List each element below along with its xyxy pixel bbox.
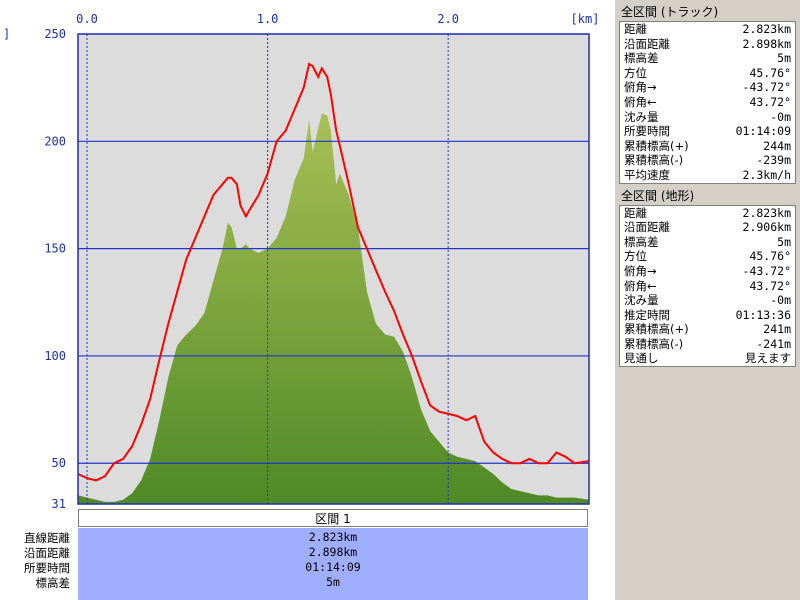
stat-label: 標高差 <box>624 51 659 66</box>
stat-row: 標高差 5m <box>620 51 795 66</box>
y-tick-label: 50 <box>52 456 66 470</box>
stat-label: 累積標高(+) <box>624 322 689 337</box>
stat-row: 俯角→ -43.72° <box>620 264 795 279</box>
stat-row: 沈み量 -0m <box>620 110 795 125</box>
stat-value: -0m <box>770 109 791 124</box>
segment-value-straight-distance: 2.823km <box>308 530 358 544</box>
chart-svg: 0.0 1.0 2.0 250 200 150 100 50 31 [km]] <box>3 12 600 508</box>
stat-label: 沈み量 <box>624 109 659 124</box>
stat-value: 2.906km <box>742 220 791 235</box>
stats-sidebar: 全区間 (トラック) 距離 2.823km 沿面距離 2.898km 標高差 5m 方… <box>615 0 800 600</box>
stat-value: 2.823km <box>742 22 791 36</box>
stat-value: 5m <box>777 51 791 66</box>
stat-row: 方位 45.76° <box>620 249 795 264</box>
stat-value: 見えます <box>745 351 791 366</box>
stat-value: -241m <box>756 336 791 351</box>
segment-title[interactable]: 区間 1 <box>78 509 588 527</box>
stat-value: 43.72° <box>749 278 791 293</box>
x-tick-label: 1.0 <box>257 12 279 26</box>
track-stats-table: 距離 2.823km 沿面距離 2.898km 標高差 5m 方位 45.76° 俯角→… <box>619 21 796 184</box>
y-tick-label: 250 <box>44 27 66 41</box>
segment-label-surface-distance: 沿面距離 <box>24 546 70 560</box>
stat-row: 方位 45.76° <box>620 66 795 81</box>
stat-value: -239m <box>756 153 791 168</box>
stat-label: 沈み量 <box>624 293 659 308</box>
stat-value: 01:14:09 <box>735 124 791 139</box>
stat-label: 沿面距離 <box>624 36 670 51</box>
stat-value: -43.72° <box>742 80 791 95</box>
stat-label: 平均速度 <box>624 167 670 182</box>
stat-label: 累積標高(-) <box>624 153 684 168</box>
stat-value: 2.898km <box>742 36 791 51</box>
left-edge-label: ] <box>3 27 10 41</box>
stat-label: 沿面距離 <box>624 220 670 235</box>
stat-label: 俯角→ <box>624 80 657 95</box>
track-elevation-line <box>77 62 590 482</box>
terrain-stats-table: 距離 2.823km 沿面距離 2.906km 標高差 5m 方位 45.76° 俯角→… <box>619 204 796 368</box>
stat-label: 方位 <box>624 65 647 80</box>
stat-value: -0m <box>770 293 791 308</box>
segment-value-elevation-diff: 5m <box>326 575 340 589</box>
plot-frame <box>77 33 590 505</box>
stat-row: 距離 2.823km <box>620 206 795 221</box>
stat-label: 距離 <box>624 205 647 220</box>
stat-row: 標高差 5m <box>620 235 795 250</box>
y-tick-label: 150 <box>44 242 66 256</box>
stat-row: 沿面距離 2.906km <box>620 220 795 235</box>
x-tick-label: 0.0 <box>76 12 98 26</box>
stat-row: 平均速度 2.3km/h <box>620 168 795 183</box>
stat-row: 累積標高(+) 244m <box>620 139 795 154</box>
stat-row: 沿面距離 2.898km <box>620 37 795 52</box>
track-section-title: 全区間 (トラック) <box>621 5 719 19</box>
stat-row: 累積標高(-) -239m <box>620 153 795 168</box>
stat-value: 43.72° <box>749 94 791 109</box>
stat-label: 距離 <box>624 22 647 36</box>
stat-row: 沈み量 -0m <box>620 293 795 308</box>
x-unit-label: [km] <box>571 12 600 26</box>
segment-value-surface-distance: 2.898km <box>308 545 358 559</box>
stat-label: 見通し <box>624 351 659 366</box>
stat-row: 所要時間 01:14:09 <box>620 124 795 139</box>
stat-row: 見通し 見えます <box>620 351 795 366</box>
stat-row: 俯角→ -43.72° <box>620 80 795 95</box>
stat-label: 方位 <box>624 249 647 264</box>
segment-values: 2.823km 2.898km 01:14:09 5m <box>78 528 588 600</box>
stat-row: 俯角← 43.72° <box>620 95 795 110</box>
stat-label: 累積標高(+) <box>624 138 689 153</box>
stat-row: 距離 2.823km <box>620 22 795 37</box>
stat-label: 累積標高(-) <box>624 336 684 351</box>
stat-row: 俯角← 43.72° <box>620 279 795 294</box>
segment-value-time: 01:14:09 <box>305 560 361 574</box>
stat-row: 累積標高(+) 241m <box>620 322 795 337</box>
x-tick-label: 2.0 <box>437 12 459 26</box>
stat-row: 累積標高(-) -241m <box>620 337 795 352</box>
segment-label-straight-distance: 直線距離 <box>24 531 70 545</box>
stat-value: 01:13:36 <box>735 307 791 322</box>
stat-label: 標高差 <box>624 234 659 249</box>
segment-labels: 直線距離 沿面距離 所要時間 標高差 <box>0 508 78 600</box>
y-tick-label: 31 <box>52 497 66 508</box>
y-tick-label: 100 <box>44 349 66 363</box>
stat-label: 推定時間 <box>624 307 670 322</box>
segment-label-elevation-diff: 標高差 <box>35 576 71 590</box>
terrain-area <box>78 113 589 505</box>
stat-label: 俯角← <box>624 94 657 109</box>
terrain-section-title: 全区間 (地形) <box>621 188 695 203</box>
stat-value: -43.72° <box>742 263 791 278</box>
y-tick-label: 200 <box>44 134 66 148</box>
stat-label: 俯角→ <box>624 263 657 278</box>
stat-label: 俯角← <box>624 278 657 293</box>
segment-panel: 直線距離 沿面距離 所要時間 標高差 区間 1 2.823km 2.898km … <box>0 508 615 600</box>
elevation-chart[interactable]: 0.0 1.0 2.0 250 200 150 100 50 31 [km]] <box>0 0 615 600</box>
stat-value: 241m <box>763 322 791 337</box>
stat-value: 45.76° <box>749 249 791 264</box>
stat-label: 所要時間 <box>624 124 670 139</box>
segment-label-time: 所要時間 <box>24 561 70 575</box>
stat-value: 5m <box>777 234 791 249</box>
stat-value: 2.823km <box>742 205 791 220</box>
stat-row: 推定時間 01:13:36 <box>620 308 795 323</box>
stat-value: 45.76° <box>749 65 791 80</box>
stat-value: 244m <box>763 138 791 153</box>
stat-value: 2.3km/h <box>742 167 791 182</box>
